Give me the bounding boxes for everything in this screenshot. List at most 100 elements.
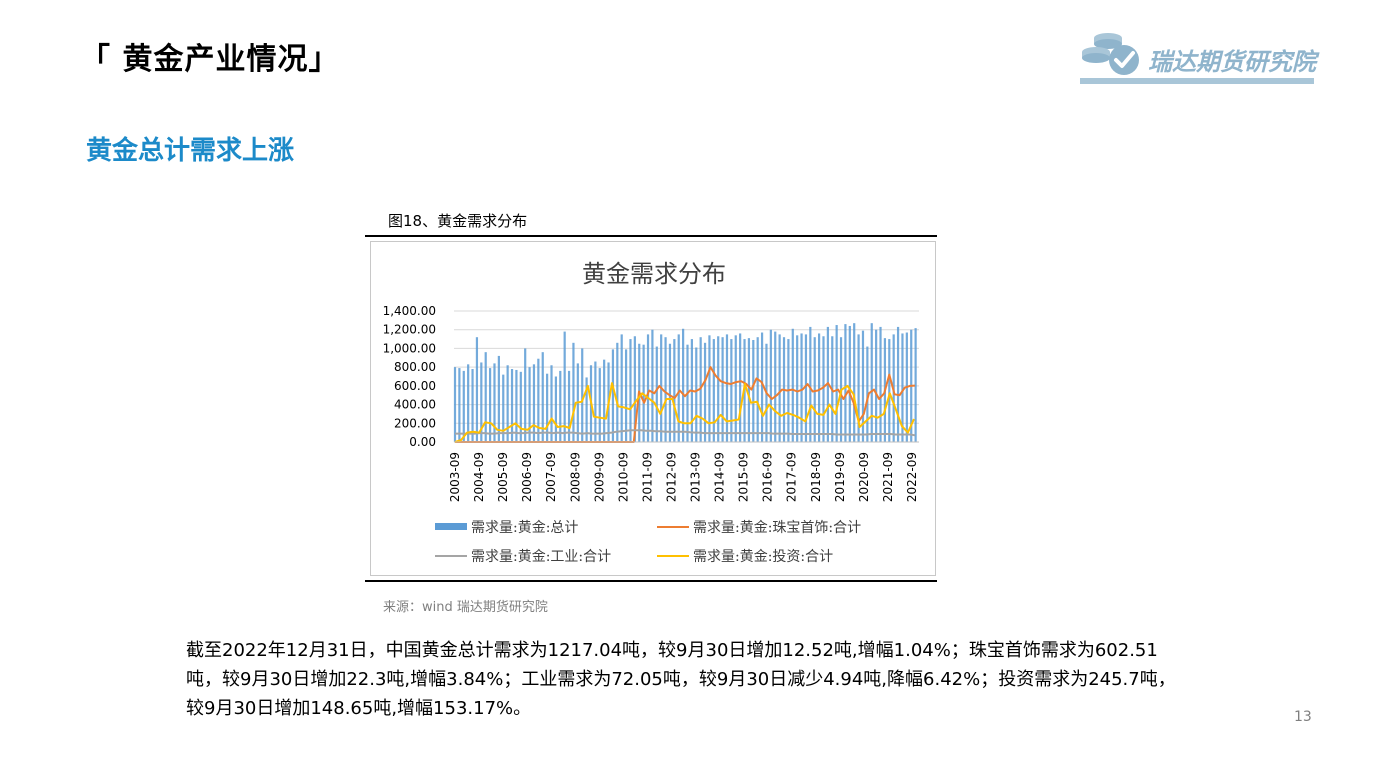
page-number: 13 — [1294, 709, 1312, 725]
bar-total — [506, 365, 509, 442]
x-tick-label: 2017-09 — [785, 452, 799, 502]
bar-total — [682, 328, 685, 442]
bar-total — [703, 342, 707, 442]
x-tick-label: 2008-09 — [568, 452, 582, 502]
bar-total — [791, 328, 794, 442]
bar-total — [822, 336, 825, 442]
x-tick-label: 2006-09 — [520, 452, 534, 502]
bar-total — [914, 328, 917, 442]
chart-container: 黄金需求分布 0.00 200.00 400.00 600.00 800.00 1,000.… — [370, 241, 936, 576]
bar-total — [467, 364, 470, 442]
bar-total — [870, 323, 873, 442]
bar-total — [537, 358, 540, 442]
bar-total — [712, 339, 715, 442]
bar-total — [818, 333, 821, 442]
bar-total — [515, 369, 518, 442]
bar-total — [559, 370, 562, 442]
bar-total — [730, 339, 733, 442]
logo-text: 瑞达期货研究院 — [1148, 48, 1316, 76]
legend-label: 需求量:黄金:投资:合计 — [693, 548, 833, 565]
x-tick-label: 2010-09 — [616, 452, 630, 502]
page-title: 「 黄金产业情况」 — [80, 42, 340, 77]
x-tick-label: 2014-09 — [713, 452, 727, 502]
bar-total — [462, 370, 465, 442]
bar-total — [835, 325, 838, 442]
bar-total — [633, 336, 636, 442]
bar-total — [756, 337, 759, 442]
bar-total — [646, 334, 650, 442]
bar-total — [532, 364, 536, 442]
bar-total — [668, 343, 672, 442]
y-tick-label: 600.00 — [394, 379, 436, 393]
bar-total — [879, 326, 882, 442]
x-tick-label: 2005-09 — [496, 452, 510, 502]
bar-total — [453, 367, 457, 442]
bar-total — [896, 326, 900, 442]
bar-total — [664, 337, 667, 442]
bar-total — [554, 376, 558, 442]
summary-paragraph: 截至2022年12月31日，中国黄金总计需求为1217.04吨，较9月30日增加… — [186, 640, 1176, 719]
bar-total — [581, 348, 584, 442]
y-tick-label: 800.00 — [394, 360, 436, 374]
bar-total — [510, 369, 514, 442]
figure-bottom-rule — [365, 580, 937, 582]
figure-source: 来源：wind 瑞达期货研究院 — [383, 600, 548, 615]
bar-total — [861, 330, 865, 442]
bar-total — [572, 342, 575, 442]
gold-demand-chart: 黄金需求分布 0.00 200.00 400.00 600.00 800.00 1,000.… — [383, 260, 919, 565]
y-tick-label: 400.00 — [394, 398, 436, 412]
bar-total — [519, 371, 522, 442]
bar-total — [875, 329, 878, 442]
bar-total — [458, 368, 461, 442]
bar-total — [629, 339, 632, 442]
line-industry — [455, 429, 916, 437]
bar-total — [721, 337, 724, 442]
bar-total — [624, 349, 628, 442]
x-tick-label: 2019-09 — [833, 452, 847, 502]
x-tick-label: 2009-09 — [592, 452, 606, 502]
bar-total — [598, 368, 601, 442]
bar-total — [620, 334, 623, 442]
bar-total — [725, 334, 729, 442]
bar-total — [497, 355, 500, 442]
bar-total — [813, 337, 816, 442]
figure-top-rule — [365, 235, 937, 237]
bar-total — [734, 335, 737, 442]
bar-total — [747, 338, 751, 442]
bar-total — [524, 348, 527, 442]
bar-total — [567, 370, 571, 442]
legend-label: 需求量:黄金:珠宝首饰:合计 — [693, 519, 861, 536]
bar-total — [471, 369, 474, 442]
bar-total — [484, 352, 487, 442]
bar-total — [901, 333, 904, 442]
y-tick-label: 0.00 — [409, 435, 436, 449]
bar-total — [493, 363, 496, 442]
x-tick-label: 2018-09 — [809, 452, 823, 502]
bar-total — [594, 361, 597, 442]
bar-total — [809, 326, 812, 442]
bar-total — [563, 331, 566, 442]
figure-caption: 图18、黄金需求分布 — [388, 212, 528, 230]
x-tick-label: 2015-09 — [737, 452, 751, 502]
bar-total — [778, 334, 781, 442]
bar-total — [528, 367, 531, 442]
bar-total — [502, 374, 505, 442]
bar-total — [844, 324, 847, 442]
bar-total — [475, 337, 479, 442]
x-tick-label: 2003-09 — [448, 452, 462, 502]
bar-total — [760, 332, 764, 442]
bar-total — [804, 334, 808, 442]
x-tick-label: 2007-09 — [544, 452, 558, 502]
x-tick-label: 2004-09 — [472, 452, 486, 502]
y-tick-label: 1,000.00 — [383, 341, 436, 355]
bar-total — [611, 349, 615, 442]
logo-underline — [1080, 78, 1314, 84]
y-tick-label: 200.00 — [394, 416, 436, 430]
bar-total — [550, 365, 553, 442]
bar-total — [717, 336, 720, 442]
coin-stack-logo-icon — [1082, 33, 1139, 75]
x-tick-label: 2020-09 — [857, 452, 871, 502]
bar-total — [752, 340, 755, 442]
bar-total — [546, 373, 549, 442]
bar-total — [651, 329, 654, 442]
